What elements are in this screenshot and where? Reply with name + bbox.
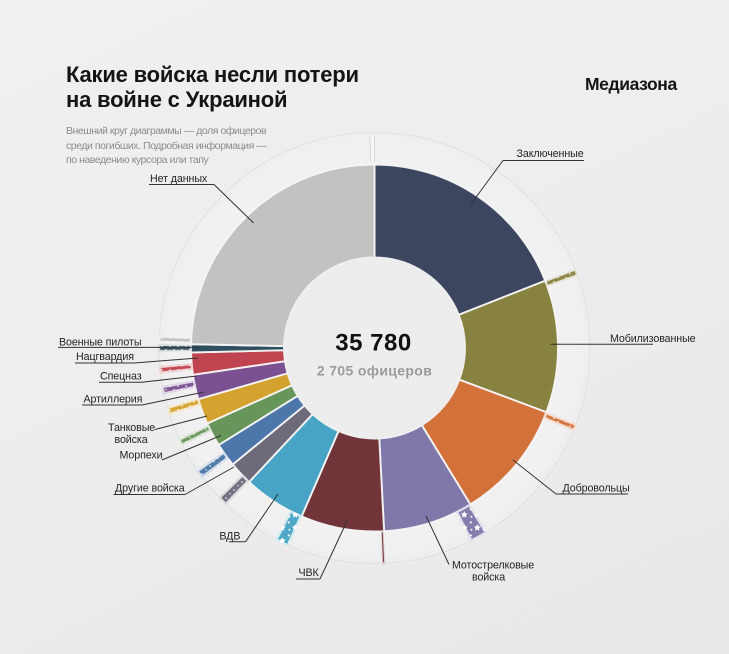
svg-text:Военные пилоты: Военные пилоты xyxy=(59,337,141,349)
svg-text:Мотострелковые: Мотострелковые xyxy=(452,560,534,572)
svg-text:ВДВ: ВДВ xyxy=(219,531,240,543)
svg-text:Спецназ: Спецназ xyxy=(100,371,142,383)
svg-text:2 705 офицеров: 2 705 офицеров xyxy=(317,362,432,378)
svg-text:Мобилизованные: Мобилизованные xyxy=(610,333,696,345)
svg-text:войска: войска xyxy=(115,434,148,446)
svg-text:Танковые: Танковые xyxy=(108,422,155,434)
svg-text:Артиллерия: Артиллерия xyxy=(84,394,143,406)
svg-text:Нет данных: Нет данных xyxy=(150,173,208,185)
svg-text:Добровольцы: Добровольцы xyxy=(563,483,630,495)
svg-text:Морпехи: Морпехи xyxy=(120,450,163,462)
svg-text:Другие войска: Другие войска xyxy=(115,483,185,495)
svg-text:ЧВК: ЧВК xyxy=(299,567,320,579)
svg-text:35 780: 35 780 xyxy=(335,330,411,357)
svg-text:Нацгвардия: Нацгвардия xyxy=(76,351,134,363)
svg-text:Заключенные: Заключенные xyxy=(517,148,584,160)
svg-text:войска: войска xyxy=(472,572,505,584)
